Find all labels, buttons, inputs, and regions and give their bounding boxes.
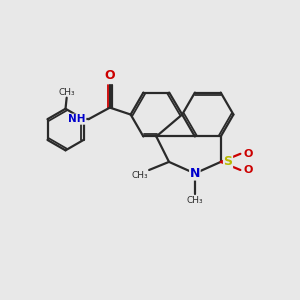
- Text: CH₃: CH₃: [187, 196, 203, 205]
- Text: O: O: [243, 165, 253, 175]
- Text: N: N: [190, 167, 200, 180]
- Text: CH₃: CH₃: [131, 171, 148, 180]
- Text: CH₃: CH₃: [58, 88, 75, 97]
- Text: NH: NH: [68, 114, 86, 124]
- Text: S: S: [224, 155, 232, 168]
- Text: O: O: [243, 149, 253, 159]
- Text: O: O: [104, 69, 115, 82]
